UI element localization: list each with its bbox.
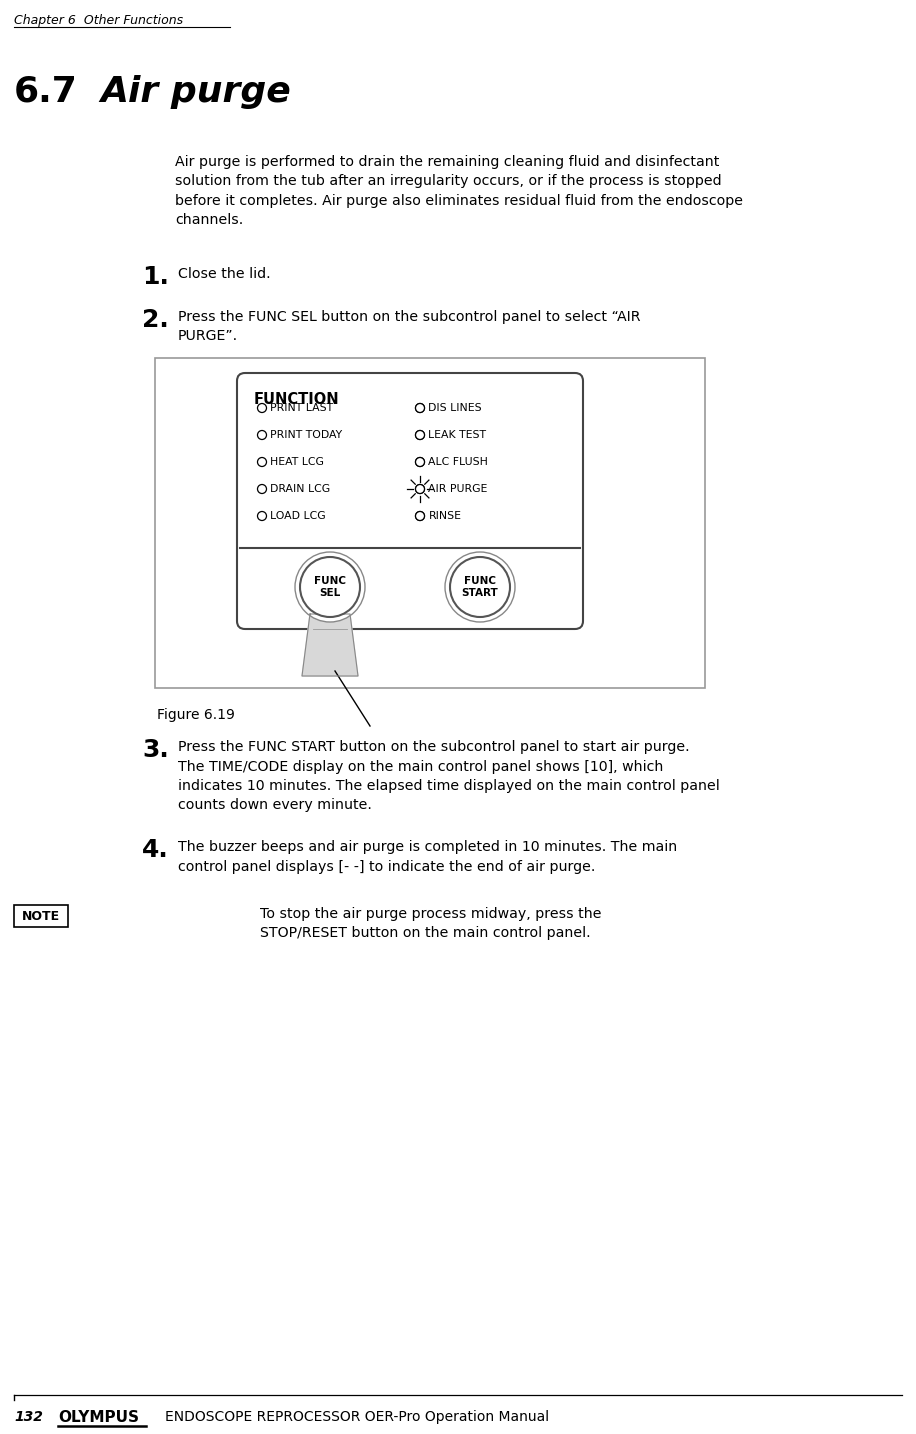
Text: 3.: 3. [142,739,169,761]
Circle shape [257,485,267,493]
Circle shape [450,556,510,617]
Circle shape [300,556,360,617]
Text: FUNC
START: FUNC START [462,576,498,598]
Text: NOTE: NOTE [22,909,60,922]
Text: 6.7: 6.7 [14,75,78,109]
Circle shape [257,430,267,439]
Text: The TIME/CODE display on the main control panel shows [10], which: The TIME/CODE display on the main contro… [178,760,663,773]
Text: The buzzer beeps and air purge is completed in 10 minutes. The main: The buzzer beeps and air purge is comple… [178,840,677,855]
Text: To stop the air purge process midway, press the: To stop the air purge process midway, pr… [260,906,602,921]
Text: before it completes. Air purge also eliminates residual fluid from the endoscope: before it completes. Air purge also elim… [175,194,743,208]
Text: Figure 6.19: Figure 6.19 [157,708,234,721]
Text: DIS LINES: DIS LINES [429,403,482,413]
Text: 4.: 4. [142,837,169,862]
Text: 1.: 1. [142,265,169,290]
Text: indicates 10 minutes. The elapsed time displayed on the main control panel: indicates 10 minutes. The elapsed time d… [178,779,720,793]
Circle shape [295,552,365,622]
Text: Press the FUNC START button on the subcontrol panel to start air purge.: Press the FUNC START button on the subco… [178,740,690,754]
Text: Press the FUNC SEL button on the subcontrol panel to select “AIR: Press the FUNC SEL button on the subcont… [178,310,640,324]
Text: DRAIN LCG: DRAIN LCG [270,485,331,493]
Text: AIR PURGE: AIR PURGE [429,485,488,493]
Text: solution from the tub after an irregularity occurs, or if the process is stopped: solution from the tub after an irregular… [175,175,722,188]
Polygon shape [302,614,358,675]
Circle shape [416,485,424,493]
Text: RINSE: RINSE [429,511,462,521]
Circle shape [416,430,424,439]
Text: FUNC
SEL: FUNC SEL [314,576,346,598]
Circle shape [416,403,424,413]
Text: Chapter 6  Other Functions: Chapter 6 Other Functions [14,14,183,27]
Circle shape [416,457,424,466]
Bar [155,358,705,688]
Circle shape [257,457,267,466]
Text: PRINT TODAY: PRINT TODAY [270,430,343,440]
Text: PRINT LAST: PRINT LAST [270,403,333,413]
Text: channels.: channels. [175,214,244,228]
Text: 132: 132 [14,1410,43,1424]
Text: PURGE”.: PURGE”. [178,330,238,344]
Text: ENDOSCOPE REPROCESSOR OER-Pro Operation Manual: ENDOSCOPE REPROCESSOR OER-Pro Operation … [165,1410,549,1424]
Text: Air purge is performed to drain the remaining cleaning fluid and disinfectant: Air purge is performed to drain the rema… [175,155,719,169]
Text: LEAK TEST: LEAK TEST [429,430,486,440]
Text: Close the lid.: Close the lid. [178,267,270,281]
FancyBboxPatch shape [237,373,583,630]
Text: 2.: 2. [142,308,169,333]
Circle shape [445,552,515,622]
Circle shape [257,512,267,521]
Circle shape [257,403,267,413]
Circle shape [416,512,424,521]
Text: Air purge: Air purge [100,75,290,109]
Text: FUNCTION: FUNCTION [254,391,340,407]
Text: ALC FLUSH: ALC FLUSH [429,457,488,467]
Text: control panel displays [- -] to indicate the end of air purge.: control panel displays [- -] to indicate… [178,859,595,873]
Text: STOP/RESET button on the main control panel.: STOP/RESET button on the main control pa… [260,926,591,941]
Text: OLYMPUS: OLYMPUS [58,1410,139,1425]
Text: HEAT LCG: HEAT LCG [270,457,324,467]
Text: LOAD LCG: LOAD LCG [270,511,326,521]
Bar [14,905,68,926]
Text: counts down every minute.: counts down every minute. [178,799,372,813]
